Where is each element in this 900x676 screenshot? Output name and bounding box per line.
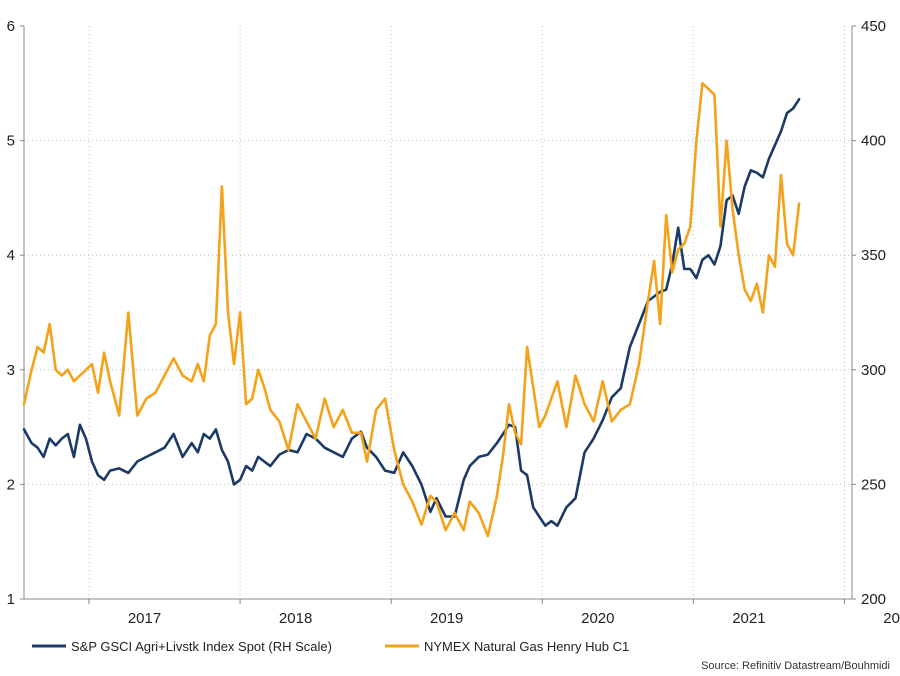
right-tick-label: 350 [861,247,886,264]
left-tick-label: 3 [7,362,15,379]
legend-label-agri: S&P GSCI Agri+Livstk Index Spot (RH Scal… [71,639,332,654]
right-tick-label: 200 [861,591,886,608]
left-tick-label: 6 [7,18,15,35]
axes [23,26,853,600]
series [22,82,801,538]
right-tick-label: 250 [861,476,886,493]
left-tick-label: 1 [7,591,15,608]
legend: S&P GSCI Agri+Livstk Index Spot (RH Scal… [32,639,629,654]
x-tick-label: 2022 [883,610,900,627]
x-tick-label: 2019 [430,610,463,627]
source-note: Source: Refinitiv Datastream/Bouhmidi [701,660,890,672]
series-line-gas [22,82,801,538]
right-tick-label: 400 [861,133,886,150]
left-tick-label: 4 [7,247,15,264]
left-axis-ticks: 6 5 4 3 2 1 [7,18,24,608]
left-tick-label: 5 [7,133,15,150]
x-tick-label: 2020 [581,610,614,627]
x-tick-label: 2021 [732,610,765,627]
x-tick-label: 2017 [128,610,161,627]
x-tick-label: 2018 [279,610,312,627]
left-tick-label: 2 [7,476,15,493]
x-axis-ticks: 2017 2018 2019 2020 2021 2022 [88,599,900,627]
right-axis-ticks: 450 400 350 300 250 200 [852,18,886,608]
series-line-agri [22,98,801,528]
legend-label-gas: NYMEX Natural Gas Henry Hub C1 [424,639,629,654]
right-tick-label: 300 [861,362,886,379]
right-tick-label: 450 [861,18,886,35]
